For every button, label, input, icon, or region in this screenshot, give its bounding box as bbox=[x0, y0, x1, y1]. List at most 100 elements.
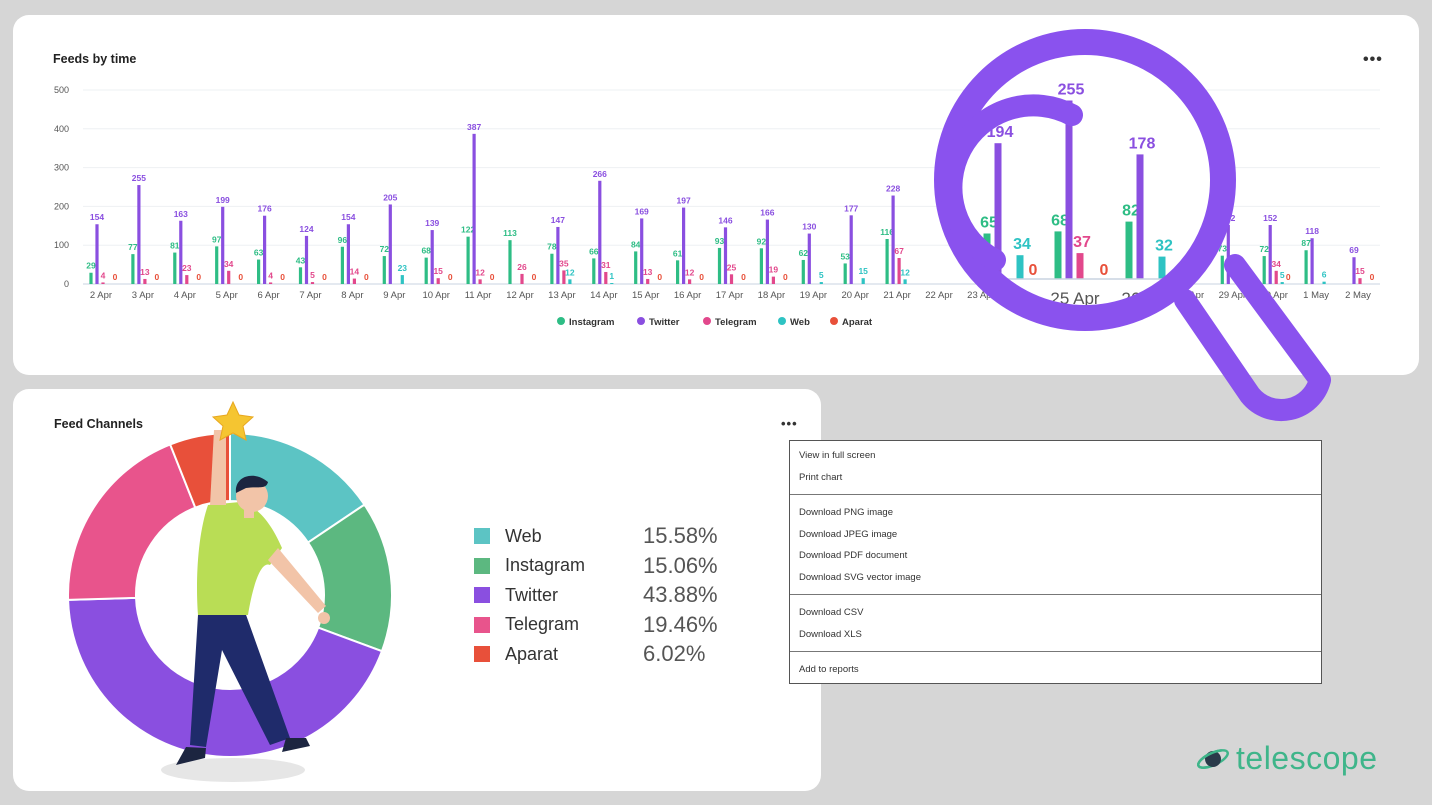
data-label: 0 bbox=[322, 272, 327, 282]
x-tick-label: 5 Apr bbox=[216, 290, 238, 301]
data-label: 266 bbox=[593, 169, 607, 179]
data-label: 163 bbox=[174, 209, 188, 219]
y-tick-label: 100 bbox=[54, 240, 69, 250]
x-tick-label: 2 May bbox=[1345, 290, 1371, 301]
menu-print-chart[interactable]: Print chart bbox=[799, 472, 843, 483]
data-label: 13 bbox=[643, 267, 653, 277]
x-tick-label: 23 Apr bbox=[967, 290, 994, 301]
data-label: 32 bbox=[1155, 238, 1173, 255]
data-label: 228 bbox=[886, 184, 900, 194]
legend-label: Telegram bbox=[715, 317, 757, 328]
bar-instagram bbox=[843, 263, 847, 284]
x-tick-label: 17 Apr bbox=[716, 290, 743, 301]
bar-twitter bbox=[137, 185, 141, 284]
data-label: 6 bbox=[1322, 270, 1327, 280]
menu-download-xls[interactable]: Download XLS bbox=[799, 629, 862, 640]
data-label: 78 bbox=[547, 242, 557, 252]
slice-telegram bbox=[67, 443, 197, 601]
data-label: 178 bbox=[1129, 135, 1156, 152]
x-tick-label: 10 Apr bbox=[422, 290, 449, 301]
data-label: 0 bbox=[699, 272, 704, 282]
more-dots-icon[interactable]: ••• bbox=[781, 416, 798, 431]
bar-instagram bbox=[466, 236, 470, 284]
shadow bbox=[161, 758, 305, 782]
legend-label: Telegram bbox=[505, 614, 580, 634]
bar-web bbox=[1280, 282, 1284, 284]
legend-item: Aparat 6.02% bbox=[474, 641, 744, 666]
bar-instagram bbox=[1262, 256, 1266, 284]
legend-marker bbox=[557, 317, 565, 325]
data-label: 34 bbox=[1013, 236, 1031, 253]
brand-name: telescope bbox=[1236, 740, 1378, 776]
data-label: 81 bbox=[170, 241, 180, 251]
bar-twitter bbox=[682, 207, 686, 284]
x-tick-label: 21 Apr bbox=[883, 290, 910, 301]
bar-web bbox=[400, 275, 404, 284]
legend-item: Twitter 43.88% bbox=[474, 582, 744, 607]
bar-twitter bbox=[472, 133, 476, 284]
bar-twitter bbox=[765, 219, 769, 284]
data-label: 0 bbox=[1029, 262, 1038, 279]
arm bbox=[268, 548, 326, 613]
data-label: 77 bbox=[128, 242, 138, 252]
bar-web bbox=[1158, 256, 1166, 279]
menu-download-png[interactable]: Download PNG image bbox=[799, 507, 893, 518]
legend-item: Web 15.58% bbox=[474, 523, 744, 548]
data-label: 4 bbox=[268, 270, 273, 280]
bar-instagram bbox=[1220, 255, 1224, 284]
legs bbox=[190, 612, 290, 747]
x-tick-label: 6 Apr bbox=[258, 290, 280, 301]
bar-instagram bbox=[382, 256, 386, 284]
menu-download-pdf[interactable]: Download PDF document bbox=[799, 550, 908, 561]
data-label: 0 bbox=[741, 272, 746, 282]
x-tick-label: 15 Apr bbox=[632, 290, 659, 301]
y-tick-label: 500 bbox=[54, 85, 69, 95]
data-label: 169 bbox=[635, 206, 649, 216]
legend-item: Instagram 15.06% bbox=[474, 553, 744, 578]
menu-download-jpeg[interactable]: Download JPEG image bbox=[799, 529, 898, 540]
bar-web bbox=[1016, 255, 1024, 279]
bar-instagram bbox=[759, 248, 763, 284]
bar-instagram bbox=[550, 253, 554, 284]
bar-twitter bbox=[640, 218, 644, 284]
bar-instagram bbox=[340, 246, 344, 284]
bar-telegram bbox=[310, 282, 315, 284]
data-label: 23 bbox=[398, 263, 408, 273]
menu-download-svg[interactable]: Download SVG vector image bbox=[799, 572, 921, 583]
bar-twitter bbox=[95, 224, 99, 284]
data-label: 12 bbox=[900, 267, 910, 277]
magnifier-handle bbox=[1174, 254, 1331, 422]
chart-export-menu: View in full screen Print chart Download… bbox=[789, 440, 1322, 684]
data-label: 139 bbox=[425, 218, 439, 228]
x-tick-label: 18 Apr bbox=[758, 290, 785, 301]
legend-label: Twitter bbox=[649, 317, 680, 328]
legend-swatch bbox=[474, 646, 490, 662]
data-label: 93 bbox=[715, 236, 725, 246]
data-label: 15 bbox=[1355, 266, 1365, 276]
menu-download-csv[interactable]: Download CSV bbox=[799, 607, 864, 618]
data-label: 87 bbox=[1301, 238, 1311, 248]
data-label: 5 bbox=[1280, 270, 1285, 280]
person-illustration bbox=[161, 400, 330, 782]
data-label: 25 bbox=[727, 262, 737, 272]
legend-label: Instagram bbox=[505, 555, 586, 575]
bar-telegram bbox=[1274, 270, 1278, 284]
bar-twitter bbox=[221, 206, 225, 284]
more-dots-icon[interactable]: ••• bbox=[1363, 51, 1383, 68]
x-tick-label: 19 Apr bbox=[800, 290, 827, 301]
data-label: 73 bbox=[1218, 244, 1228, 254]
bar-telegram bbox=[227, 270, 231, 284]
data-label: 19 bbox=[769, 265, 779, 275]
bar-instagram bbox=[424, 257, 428, 284]
data-label: 177 bbox=[844, 203, 858, 213]
menu-add-to-reports[interactable]: Add to reports bbox=[799, 664, 859, 675]
menu-view-fullscreen[interactable]: View in full screen bbox=[799, 450, 876, 461]
bar-twitter bbox=[1136, 154, 1144, 279]
x-tick-label: 14 Apr bbox=[590, 290, 617, 301]
bar-telegram bbox=[897, 258, 901, 284]
shoe bbox=[282, 738, 310, 752]
data-label: 197 bbox=[677, 196, 691, 206]
bar-instagram bbox=[173, 252, 177, 284]
legend-item: Telegram 19.46% bbox=[474, 612, 744, 637]
